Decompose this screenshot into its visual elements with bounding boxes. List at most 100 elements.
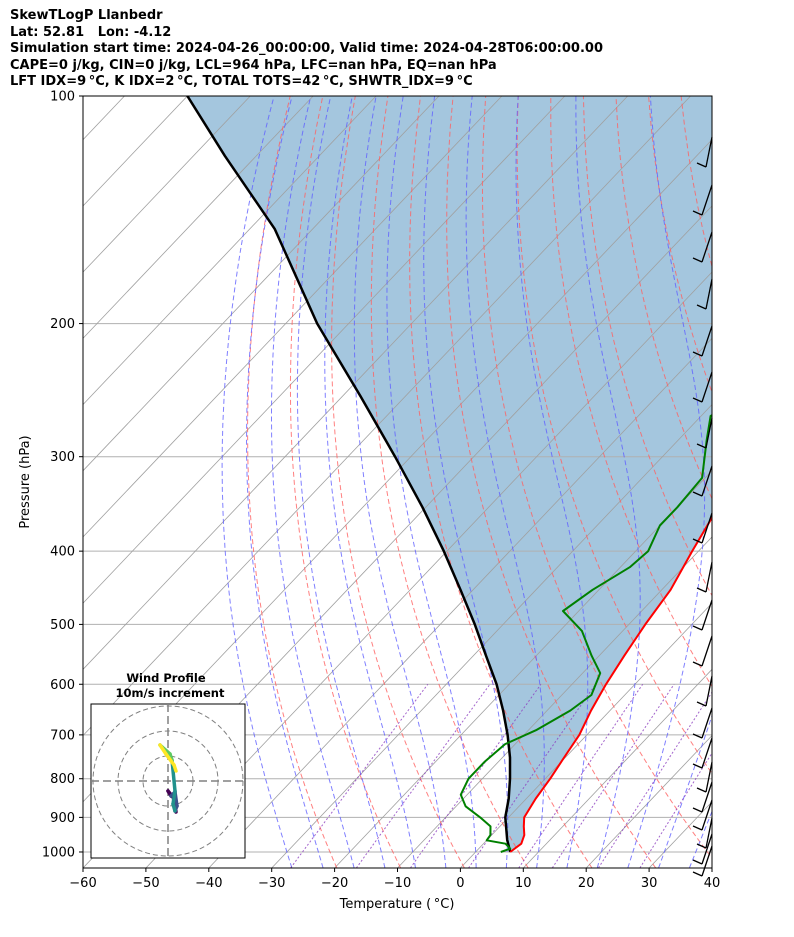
isotherm-line [208,337,712,868]
isotherm-line [775,96,794,868]
wind-barb-staff [701,845,713,877]
hodograph-trace [172,763,178,773]
hodograph-subtitle: 10m/s increment [116,686,225,700]
wind-barb-staff [701,737,713,769]
wind-barb-flag [692,733,703,739]
temperature-line [509,515,712,853]
moist-adiabat [353,96,447,868]
parcel-profile-line [186,96,512,853]
wind-barb-flag [696,701,707,707]
moist-adiabat [324,96,416,868]
wind-barb [692,799,713,831]
wind-barb-staff [701,231,713,263]
wind-barb [692,599,713,631]
wind-barb-flag [692,625,703,631]
wind-barb-staff [701,599,713,631]
dry-adiabat [779,96,794,868]
x-tick-label: −50 [132,876,159,891]
wind-barb [696,675,713,707]
wind-barb [692,371,713,403]
isotherm-line [711,867,712,868]
wind-barb [692,184,713,216]
dry-adiabat [409,96,593,868]
wind-barb [692,833,713,865]
wind-barb-flag [696,304,707,310]
chart-header: SkewTLogP Llanbedr Lat: 52.81 Lon: -4.12… [10,8,603,91]
isotherm-line [83,96,377,406]
wind-barb-flag [692,491,703,497]
dry-adiabat [481,96,712,859]
wind-barb [696,761,713,793]
wind-barb-flag [692,397,703,403]
dry-adiabat [446,96,657,868]
wind-barb [696,561,713,593]
x-tick-label: −60 [69,876,96,891]
x-axis-label: Temperature ( °C) [339,897,455,912]
mixing-ratio-line [290,683,429,868]
time-line: Simulation start time: 2024-04-26_00:00:… [10,41,603,57]
wind-barb-flag [696,587,707,593]
isotherm-line [523,668,712,868]
chart-title: SkewTLogP Llanbedr [10,8,163,23]
y-tick-label: 500 [50,618,75,633]
moist-adiabat [271,96,355,868]
hodograph-trace [164,752,176,767]
mixing-ratio-line [597,691,712,868]
wind-barb [692,465,713,497]
wind-barb [696,136,713,168]
y-tick-label: 400 [50,545,75,560]
isotherm-line [145,271,712,868]
wind-barb-staff [701,635,713,667]
wind-barb-flag [692,825,703,831]
wind-barb-staff [701,781,713,813]
mixing-ratio-line [518,684,644,868]
wind-barb-staff [701,465,713,497]
wind-barb-flag [692,210,703,216]
wind-barb [692,781,713,813]
moist-adiabat [658,714,712,868]
moist-adiabat [296,96,386,868]
isotherm-line [271,403,712,868]
mixing-ratio-line [468,684,597,868]
moist-adiabat [515,96,589,868]
moist-adiabat [627,96,706,868]
x-tick-label: −30 [258,876,285,891]
wind-barb [692,845,713,877]
isotherm-line [334,470,712,868]
dry-adiabat [331,96,465,868]
isotherm-line [83,96,691,737]
isotherm-line [83,96,503,538]
wind-barb-flag [692,859,703,865]
wind-barb [696,817,713,849]
y-tick-label: 300 [50,450,75,465]
y-tick-label: 1000 [42,845,75,860]
wind-barb-flag [696,162,707,168]
isotherm-line [460,602,712,868]
dry-adiabat [516,96,712,775]
moist-adiabat [245,96,324,868]
wind-barb-staff [701,325,713,357]
x-tick-label: 10 [515,876,532,891]
x-tick-label: 30 [641,876,658,891]
dewpoint-line [459,414,712,853]
wind-barb [696,278,713,310]
wind-barb-flag [692,807,703,813]
y-tick-label: 900 [50,811,75,826]
wind-barb [692,512,713,544]
wind-barb-flag [692,351,703,357]
hodograph-title: Wind Profile [126,671,206,685]
wind-barb-flag [692,661,703,667]
wind-barb-staff [701,184,713,216]
wind-barb [692,325,713,357]
y-tick-label: 200 [50,317,75,332]
wind-barb-flag [696,443,707,449]
isotherm-line [585,734,712,868]
x-tick-label: 20 [578,876,595,891]
moist-adiabat [221,96,293,868]
x-tick-label: −20 [321,876,348,891]
hodograph-trace [158,743,168,756]
mixing-ratio-line [639,752,712,868]
wind-barb-staff [701,707,713,739]
dry-adiabat [289,96,402,868]
